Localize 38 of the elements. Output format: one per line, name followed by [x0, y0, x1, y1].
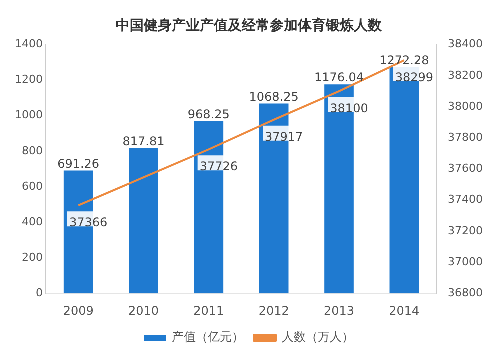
y-tick-label: 800	[22, 144, 43, 158]
data-label: 38100	[330, 102, 368, 116]
y-tick-label: 600	[22, 180, 43, 193]
x-tick-label: 2009	[63, 304, 94, 318]
y2-tick-label: 38400	[448, 38, 484, 51]
data-label: 817.81	[122, 134, 165, 148]
data-label: 968.25	[188, 108, 230, 122]
x-tick-label: 2010	[128, 304, 160, 318]
y2-tick-label: 37400	[448, 193, 484, 206]
chart-title: 中国健身产业产值及经常参加体育锻炼人数	[116, 17, 383, 34]
y-tick-label: 0	[36, 286, 43, 300]
legend-label: 人数（万人）	[282, 330, 354, 344]
y2-tick-label: 37800	[448, 130, 484, 144]
data-label: 1272.28	[380, 54, 430, 68]
bar	[129, 148, 158, 294]
y-tick-label: 1200	[14, 73, 43, 86]
data-label: 37726	[200, 160, 238, 174]
y-tick-label: 1400	[14, 38, 43, 51]
y2-tick-label: 38200	[448, 68, 484, 82]
x-tick-label: 2013	[324, 304, 355, 318]
y-tick-label: 1000	[14, 108, 43, 122]
data-label: 37917	[264, 130, 304, 144]
y2-tick-label: 37600	[448, 162, 484, 176]
y2-tick-label: 37000	[448, 255, 484, 268]
y2-tick-label: 36800	[448, 286, 484, 300]
legend-label: 产值（亿元）	[172, 330, 244, 344]
y-tick-label: 200	[22, 250, 43, 264]
x-tick-label: 2011	[194, 304, 224, 318]
x-tick-label: 2014	[389, 304, 420, 318]
data-label: 38299	[395, 70, 434, 85]
data-label: 691.26	[58, 156, 100, 171]
x-tick-label: 2012	[258, 304, 290, 318]
data-label: 37366	[69, 216, 108, 230]
y2-tick-label: 37200	[448, 224, 484, 238]
y-tick-label: 400	[22, 215, 43, 228]
y2-tick-label: 38000	[448, 100, 484, 113]
data-label: 1068.25	[249, 90, 299, 104]
data-label: 1176.04	[314, 70, 364, 85]
